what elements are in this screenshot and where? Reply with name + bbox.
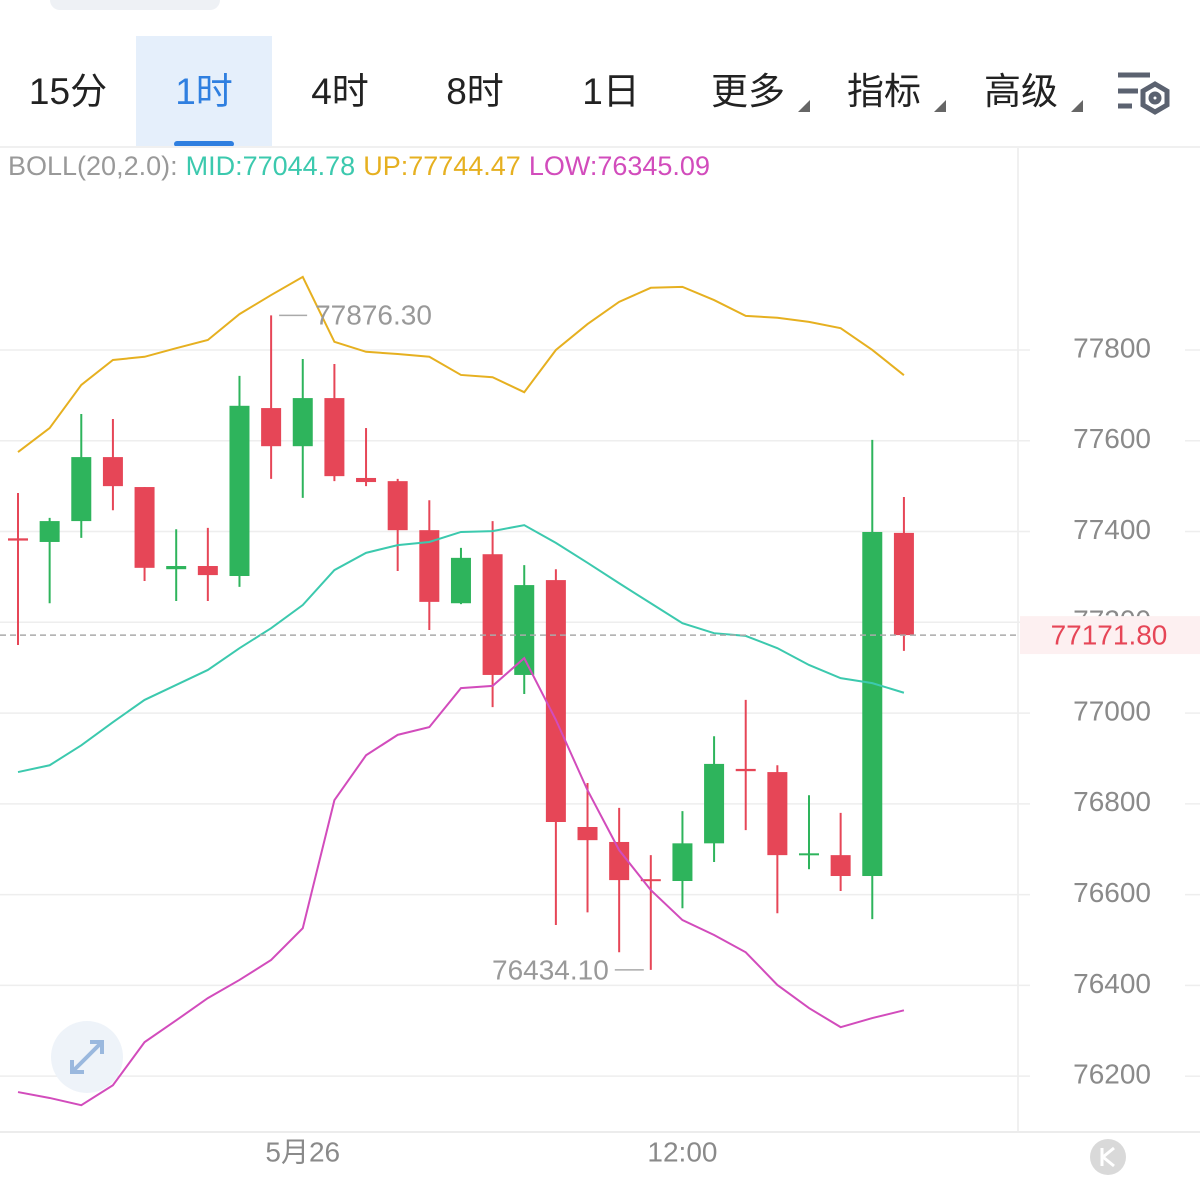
last-price-label: 77171.80 — [1051, 619, 1168, 650]
active-tab-bg — [136, 36, 272, 146]
expand-icon — [70, 1040, 104, 1074]
active-tab-underline — [174, 141, 234, 147]
k-bg — [1090, 1139, 1126, 1175]
candle-body — [514, 585, 535, 675]
y-tick-label: 76600 — [1073, 877, 1151, 908]
k-button[interactable] — [1090, 1139, 1126, 1175]
x-tick-label: 5月26 — [265, 1136, 340, 1167]
legend-text: LOW:76345.09 — [529, 151, 710, 181]
dropdown-arrow — [1071, 100, 1083, 112]
y-tick-label: 76400 — [1073, 968, 1151, 999]
annotation-label: 76434.10 — [492, 954, 609, 985]
candle-body — [71, 457, 92, 522]
candle-body — [292, 398, 313, 447]
candle-body — [735, 768, 756, 772]
candle-body — [8, 538, 28, 541]
candle-body — [609, 841, 630, 881]
top-pill — [50, 0, 220, 10]
candle-body — [166, 566, 187, 570]
candle-body — [197, 566, 218, 576]
candle-body — [799, 853, 819, 856]
legend-title: BOLL(20,2.0): — [8, 151, 178, 181]
y-tick-label: 77000 — [1073, 695, 1151, 726]
expand-button[interactable] — [51, 1021, 123, 1093]
tab-label[interactable]: 15分 — [29, 71, 107, 112]
y-tick-label: 77600 — [1073, 423, 1151, 454]
y-tick-label: 76200 — [1073, 1059, 1151, 1090]
tab-label[interactable]: 1时 — [175, 71, 233, 112]
candle-body — [830, 855, 851, 877]
tab-label[interactable]: 指标 — [847, 71, 921, 112]
candle-body — [672, 843, 693, 882]
candle-body — [893, 532, 914, 636]
candle-body — [640, 879, 661, 882]
y-tick-label: 77800 — [1073, 332, 1151, 363]
candle-body — [102, 457, 123, 487]
tab-label[interactable]: 4时 — [311, 71, 369, 112]
y-tick-label: 76800 — [1073, 786, 1151, 817]
candle-body — [767, 772, 788, 856]
icon-hex — [1140, 81, 1170, 115]
k-icon — [1100, 1146, 1115, 1168]
tab-bar: 15分 1时 4时 8时 1日 更多 指标 高级 — [29, 36, 1083, 147]
tab-label[interactable]: 高级 — [984, 71, 1058, 112]
indicator-legend: BOLL(20,2.0): MID:77044.78 UP:77744.47 LOW:… — [8, 151, 710, 181]
tab-label[interactable]: 更多 — [711, 71, 785, 112]
plot: 7620076400766007680077000772007740077600… — [0, 275, 1200, 1167]
candle-body — [134, 487, 155, 568]
candle-body — [482, 554, 503, 675]
candle-body — [356, 477, 377, 483]
band-line — [17, 275, 905, 453]
candle-body — [229, 405, 250, 577]
tab-label[interactable]: 1日 — [582, 71, 640, 112]
icon-dot — [1148, 91, 1162, 105]
legend-text: MID:77044.78 — [186, 151, 356, 181]
y-tick-label: 77400 — [1073, 514, 1151, 545]
legend-text: UP:77744.47 — [363, 151, 521, 181]
candle-body — [862, 531, 883, 877]
band-line — [17, 656, 905, 1107]
candle-body — [387, 481, 408, 531]
settings-icon[interactable] — [1118, 72, 1170, 115]
candle-body — [261, 408, 282, 447]
candle-body — [324, 398, 345, 477]
x-tick-label: 12:00 — [647, 1136, 717, 1167]
dropdown-arrow — [798, 100, 810, 112]
annotation-label: 77876.30 — [315, 300, 432, 331]
candle-body — [450, 557, 471, 604]
dropdown-arrow — [934, 100, 946, 112]
candle-body — [545, 580, 566, 823]
tab-label[interactable]: 8时 — [446, 71, 504, 112]
candle-body — [704, 763, 725, 844]
candle-body — [39, 521, 60, 542]
last-price-bg — [1020, 616, 1200, 655]
candle-body — [419, 530, 440, 602]
candle-body — [577, 826, 598, 841]
band-line — [17, 524, 905, 774]
